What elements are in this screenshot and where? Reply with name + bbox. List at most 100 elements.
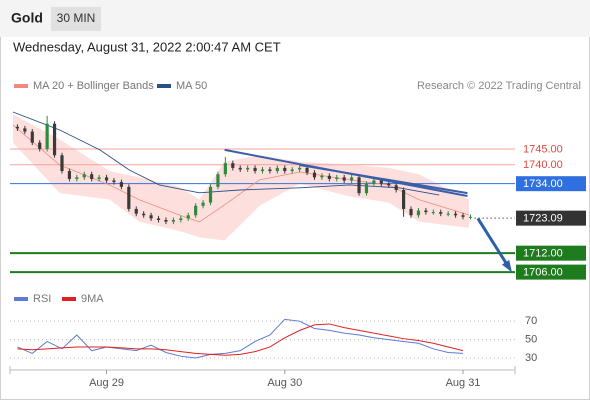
level-label-box (516, 141, 586, 157)
candle-body (186, 215, 190, 219)
candle-body (379, 180, 383, 184)
candle-body (364, 183, 369, 194)
candle-body (461, 215, 465, 217)
legend-label: MA 50 (176, 80, 207, 92)
candle-body (268, 169, 272, 172)
candle-body (253, 167, 257, 172)
level-label: 1734.00 (523, 178, 563, 190)
candle-body (156, 218, 161, 220)
candle-body (142, 213, 146, 216)
level-label-box (516, 157, 586, 173)
legend-swatch (14, 297, 28, 301)
projection-arrowhead (501, 259, 512, 273)
candle-body (298, 167, 302, 170)
candle-body (23, 128, 27, 132)
candle-body (223, 163, 227, 175)
candle-body (194, 205, 198, 216)
level-label-box (516, 245, 586, 261)
candle-body (231, 163, 235, 168)
candle-body (342, 177, 346, 181)
candle-body (439, 212, 443, 214)
instrument-title: Gold (11, 10, 43, 26)
indicator-line (17, 318, 464, 359)
candle-body (60, 155, 64, 172)
legend-label: RSI (33, 293, 51, 305)
candle-body (171, 220, 175, 222)
candle-body (30, 131, 34, 143)
candle-body (283, 167, 287, 172)
candle-body (104, 177, 109, 181)
candle-body (335, 177, 339, 179)
candle-body (45, 123, 49, 149)
x-tick-label: Aug 30 (267, 377, 302, 389)
legend-swatch (62, 297, 76, 301)
candle-body (402, 190, 406, 209)
candle-body (149, 215, 153, 219)
candle-body (201, 202, 205, 206)
candle-body (97, 177, 101, 179)
indicator-line (17, 323, 464, 356)
bollinger-band (12, 114, 469, 241)
timeframe-label[interactable]: 30 MIN (57, 11, 96, 25)
candle-body (409, 208, 413, 216)
candle-body (312, 172, 317, 178)
candle-body (424, 210, 428, 213)
legend-label: MA 20 + Bollinger Bands (33, 80, 154, 92)
candle-body (52, 123, 57, 156)
legend-swatch (14, 84, 28, 88)
candle-body (372, 180, 376, 184)
candle-body (164, 220, 168, 222)
level-label: 1723.09 (523, 213, 563, 225)
y-tick-label: 50 (525, 334, 537, 346)
candle-body (67, 171, 72, 179)
candle-body (350, 177, 354, 181)
candle-body (468, 216, 473, 218)
timeframe-tab[interactable] (51, 7, 101, 31)
candle-body (38, 142, 42, 149)
candle-body (394, 185, 398, 190)
candle-body (453, 213, 458, 216)
timestamp: Wednesday, August 31, 2022 2:00:47 AM CE… (13, 39, 281, 54)
candle-body (431, 212, 435, 214)
candle-body (238, 167, 242, 170)
projection-arrow (476, 217, 512, 270)
candle-body (327, 175, 331, 179)
candle-body (260, 169, 265, 172)
candle-body (119, 182, 123, 187)
legend-label: 9MA (81, 293, 104, 305)
candle-body (216, 174, 220, 187)
candle-body (446, 213, 450, 215)
candle-body (90, 174, 94, 179)
level-label-box (516, 176, 586, 192)
candle-body (127, 186, 131, 209)
candle-body (290, 169, 294, 172)
level-label: 1706.00 (523, 267, 563, 279)
candle-body (112, 180, 116, 183)
y-tick-label: 30 (525, 352, 537, 364)
candle-body (15, 126, 20, 129)
legend-swatch (157, 84, 171, 88)
candle-body (305, 167, 309, 173)
candle-body (82, 174, 86, 178)
level-label: 1712.00 (523, 248, 563, 260)
trend-line (299, 164, 468, 195)
candle-body (208, 186, 213, 203)
candle-body (357, 177, 361, 194)
candle-body (75, 177, 79, 179)
level-label-box (516, 210, 586, 226)
candle-body (416, 210, 421, 216)
candle-body (246, 167, 250, 170)
candle-body (134, 208, 138, 214)
level-label: 1745.00 (523, 143, 563, 155)
x-tick-label: Aug 29 (89, 377, 124, 389)
y-tick-label: 70 (525, 315, 537, 327)
candle-body (275, 167, 279, 172)
credit: Research © 2022 Trading Central (417, 80, 581, 92)
level-label-box (516, 264, 586, 280)
level-label: 1740.00 (523, 159, 563, 171)
candle-body (387, 183, 391, 186)
candle-body (179, 218, 183, 220)
candle-body (320, 175, 324, 178)
